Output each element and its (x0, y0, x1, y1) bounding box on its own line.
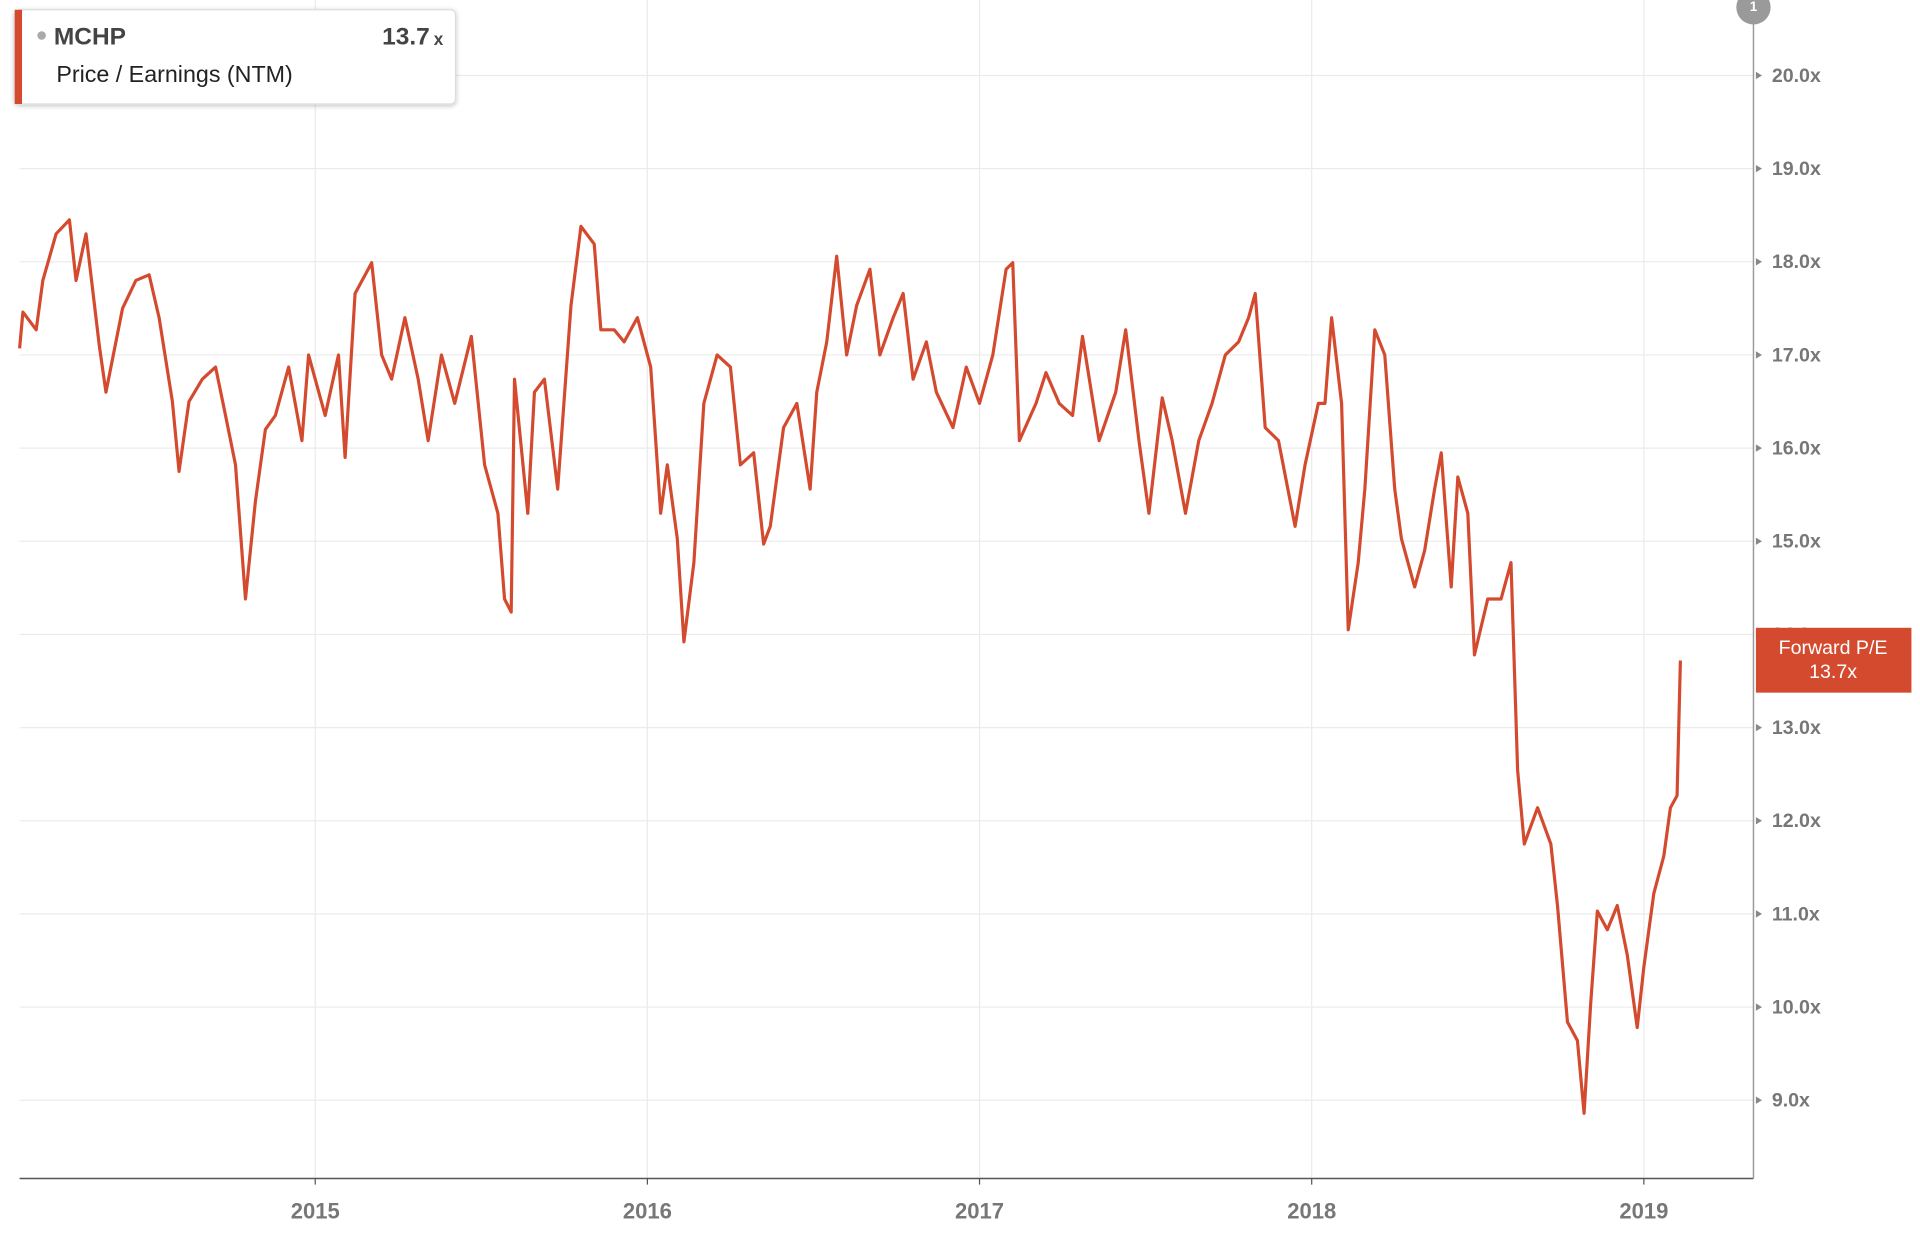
flag-title: Forward P/E (1779, 637, 1888, 659)
badge-text: 1 (1750, 0, 1758, 14)
y-tick-label: 9.0x (1772, 1090, 1810, 1112)
grid (19, 0, 1754, 1179)
x-tick-label: 2018 (1287, 1199, 1336, 1224)
y-tick (1755, 71, 1763, 80)
x-tick-label: 2017 (955, 1199, 1004, 1224)
legend-dot (37, 31, 46, 40)
y-tick (1755, 817, 1763, 825)
tooltip-value: 13.7 (382, 23, 430, 50)
y-tick-label: 15.0x (1772, 531, 1821, 553)
y-tick-label: 18.0x (1772, 251, 1821, 273)
plot-area (18, 218, 1682, 1115)
y-tick-label: 13.0x (1772, 717, 1821, 739)
tooltip: MCHP 13.7 x Price / Earnings (NTM) (14, 9, 457, 105)
y-tick (1755, 723, 1763, 732)
y-tick (1755, 164, 1763, 173)
tooltip-metric: Price / Earnings (NTM) (56, 61, 292, 87)
tooltip-accent (14, 9, 23, 105)
y-tick (1755, 910, 1763, 918)
series-line (18, 218, 1682, 1115)
legend-ticker: MCHP (54, 23, 126, 50)
y-tick (1755, 537, 1763, 545)
x-tick-label: 2016 (623, 1199, 672, 1224)
x-tick-label: 2015 (291, 1199, 340, 1224)
y-tick-label: 12.0x (1772, 810, 1821, 832)
y-tick (1755, 444, 1763, 452)
flag-box (1755, 627, 1912, 693)
y-tick (1755, 1096, 1763, 1104)
flag-value: 13.7x (1809, 661, 1857, 683)
y-tick-label: 16.0x (1772, 438, 1821, 460)
current-value-flag: Forward P/E 13.7x (1755, 627, 1912, 693)
badge[interactable] (1736, 0, 1771, 25)
y-tick-label: 10.0x (1772, 996, 1821, 1018)
x-tick-label: 2019 (1619, 1199, 1668, 1224)
y-tick (1755, 351, 1763, 359)
y-tick-label: 19.0x (1772, 158, 1821, 180)
y-tick-label: 11.0x (1772, 903, 1820, 925)
y-tick-label: 20.0x (1772, 65, 1821, 87)
y-tick (1755, 258, 1763, 266)
tooltip-unit: x (434, 29, 444, 49)
y-tick-label: 17.0x (1772, 344, 1821, 366)
y-tick (1755, 1003, 1763, 1011)
axes: 9.0x10.0x11.0x12.0x13.0x14.0x15.0x16.0x1… (291, 65, 1821, 1224)
